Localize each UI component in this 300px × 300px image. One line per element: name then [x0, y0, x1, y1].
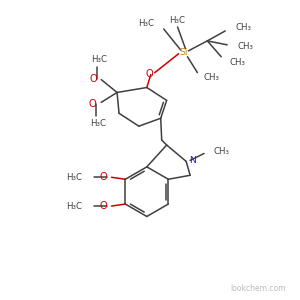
Text: H₃C: H₃C — [66, 173, 82, 182]
Text: Si: Si — [179, 48, 188, 57]
Text: O: O — [100, 172, 107, 182]
Text: H₃C: H₃C — [66, 202, 82, 211]
Text: CH₃: CH₃ — [237, 42, 253, 51]
Text: CH₃: CH₃ — [203, 73, 219, 82]
Text: H₃C: H₃C — [91, 55, 107, 64]
Text: CH₃: CH₃ — [235, 23, 251, 32]
Text: O: O — [146, 69, 154, 79]
Text: O: O — [100, 201, 107, 211]
Text: H₃C: H₃C — [138, 19, 154, 28]
Text: CH₃: CH₃ — [214, 147, 230, 156]
Text: CH₃: CH₃ — [229, 58, 245, 67]
Text: lookchem.com: lookchem.com — [230, 284, 286, 293]
Text: H₃C: H₃C — [90, 119, 106, 128]
Text: H₃C: H₃C — [169, 16, 186, 25]
Text: N: N — [189, 156, 196, 165]
Text: O: O — [89, 74, 97, 84]
Text: O: O — [88, 99, 96, 110]
